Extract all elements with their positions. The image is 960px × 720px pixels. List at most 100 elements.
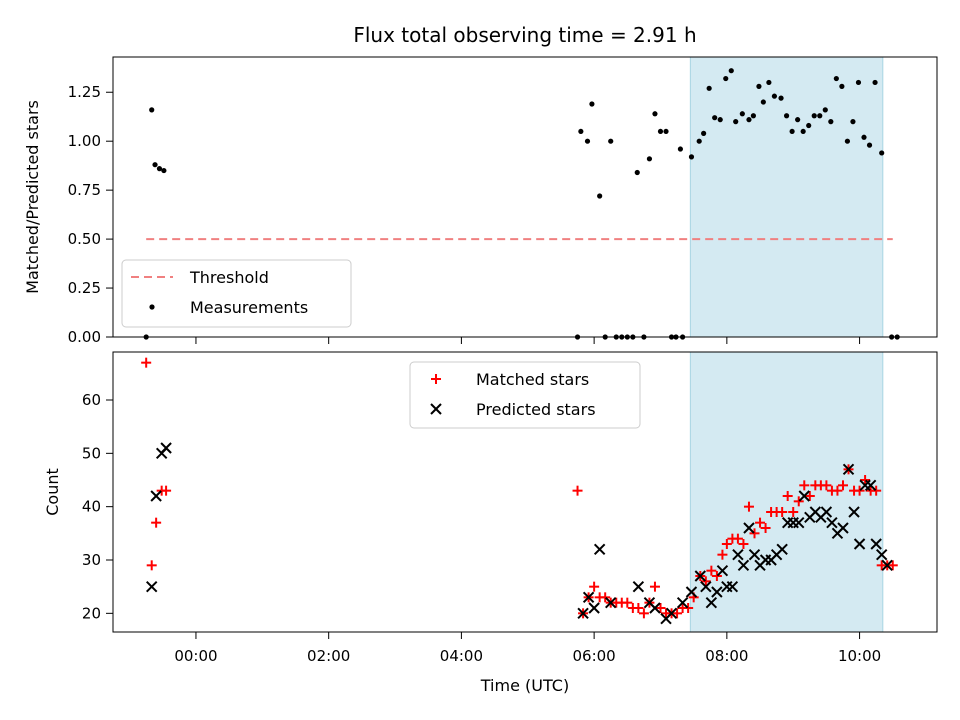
bottom-y-tick-label-4: 60	[82, 391, 101, 409]
measurement-point-16	[634, 169, 640, 176]
matched-stars-point-62	[887, 560, 898, 571]
bottom-legend: Matched stars Predicted stars	[409, 361, 641, 429]
predicted-stars-point-3	[160, 442, 172, 454]
bottom-x-tick-label-2: 04:00	[440, 647, 483, 665]
predicted-stars-point-1	[150, 490, 162, 502]
matched-stars-point-20	[655, 603, 666, 613]
matched-stars-point-57	[860, 475, 871, 485]
measurement-point-43	[783, 113, 790, 119]
legend-predicted-swatch	[430, 403, 442, 415]
top-chart-title: Flux total observing time = 2.91 h	[353, 23, 696, 47]
bottom-panel: 20 30 40 50 60 00:00 02:00 04:00 06:00 08:00 10:0…	[43, 351, 938, 695]
measurement-point-58	[866, 142, 873, 148]
measurement-point-11	[608, 138, 614, 144]
matched-stars-point-47	[804, 491, 815, 501]
measurement-point-19	[652, 111, 658, 117]
predicted-stars-point-40	[826, 516, 838, 529]
predicted-stars-point-43	[842, 463, 855, 476]
matched-stars-point-0	[141, 357, 152, 368]
measurement-point-56	[855, 79, 862, 86]
measurement-point-46	[800, 128, 806, 135]
bottom-x-tick-label-1: 02:00	[307, 647, 350, 665]
predicted-stars-point-48	[870, 538, 882, 550]
bottom-y-axis-label: Count	[43, 468, 62, 516]
matched-stars-point-46	[799, 480, 810, 491]
measurement-point-51	[828, 119, 834, 125]
matched-stars-point-50	[821, 480, 832, 491]
matched-stars-point-30	[711, 571, 722, 581]
bottom-y-tick-label-1: 30	[82, 551, 101, 569]
predicted-stars-point-5	[582, 591, 595, 604]
matched-stars-point-37	[749, 528, 760, 539]
top-highlight-span	[689, 56, 884, 338]
bottom-star-points	[141, 357, 898, 625]
legend-threshold-label: Threshold	[189, 268, 269, 287]
predicted-stars-point-42	[837, 522, 849, 534]
predicted-stars-point-9	[632, 580, 645, 593]
measurement-point-27	[696, 138, 702, 144]
measurement-point-49	[817, 113, 823, 119]
bottom-highlight-span	[689, 351, 884, 633]
measurement-point-4	[161, 167, 167, 174]
matched-stars-point-42	[777, 507, 788, 517]
predicted-stars-point-49	[875, 548, 888, 561]
legend-measurements-swatch	[149, 304, 155, 310]
measurement-point-36	[746, 117, 752, 123]
matched-stars-point-52	[832, 485, 843, 496]
bottom-y-tick-label-0: 20	[82, 604, 101, 622]
top-plot-frame	[112, 56, 938, 338]
measurement-point-37	[750, 113, 756, 119]
top-x-ticks	[195, 337, 861, 344]
top-legend-box	[121, 259, 352, 328]
measurement-point-47	[806, 122, 812, 129]
measurement-point-9	[597, 193, 603, 199]
matched-stars-point-43	[782, 491, 793, 501]
bottom-y-tick-label-3: 50	[82, 444, 101, 462]
predicted-stars-point-19	[711, 586, 723, 598]
measurement-point-26	[688, 154, 695, 160]
matched-stars-point-16	[633, 603, 644, 613]
bottom-y-tick-label-2: 40	[82, 498, 101, 516]
measurement-point-53	[839, 83, 845, 89]
measurement-point-20	[657, 128, 664, 135]
predicted-stars-point-17	[700, 580, 712, 593]
predicted-stars-point-6	[588, 602, 600, 614]
predicted-stars-point-45	[853, 538, 866, 550]
top-y-tick-label-5: 1.25	[68, 83, 101, 101]
measurement-point-60	[879, 150, 885, 156]
measurement-point-28	[701, 130, 707, 136]
matched-stars-point-32	[721, 539, 732, 549]
measurement-point-52	[833, 75, 839, 82]
predicted-stars-point-11	[649, 602, 661, 614]
measurement-point-44	[789, 128, 795, 135]
matched-stars-point-39	[760, 523, 771, 533]
measurement-point-8	[589, 101, 595, 107]
bottom-legend-box	[409, 361, 641, 429]
bottom-x-ticks: 00:00 02:00 04:00 06:00 08:00 10:00	[174, 632, 881, 665]
measurement-point-41	[771, 93, 778, 99]
predicted-stars-point-35	[798, 490, 810, 502]
measurement-point-30	[712, 115, 718, 121]
matched-stars-point-23	[672, 608, 683, 619]
matched-stars-point-2	[151, 517, 162, 528]
predicted-stars-point-23	[732, 548, 744, 561]
matched-stars-point-17	[638, 608, 649, 619]
measurement-point-38	[756, 83, 762, 89]
predicted-stars-point-7	[593, 543, 606, 556]
legend-matched-swatch	[431, 374, 441, 384]
legend-measurements-label: Measurements	[190, 298, 308, 317]
measurement-point-59	[872, 79, 878, 86]
predicted-stars-point-24	[737, 559, 750, 572]
matched-stars-point-4	[161, 485, 172, 496]
measurement-point-34	[733, 119, 739, 125]
top-y-tick-label-0: 0.00	[68, 328, 101, 346]
bottom-y-ticks: 20 30 40 50 60	[82, 391, 113, 622]
predicted-stars-point-39	[820, 506, 833, 518]
matched-stars-point-25	[683, 603, 694, 613]
bottom-plot-frame	[112, 351, 938, 633]
measurement-point-45	[795, 117, 801, 123]
measurement-point-21	[663, 128, 669, 135]
bottom-x-tick-label-4: 08:00	[705, 647, 748, 665]
bottom-x-axis-label: Time (UTC)	[480, 676, 569, 695]
